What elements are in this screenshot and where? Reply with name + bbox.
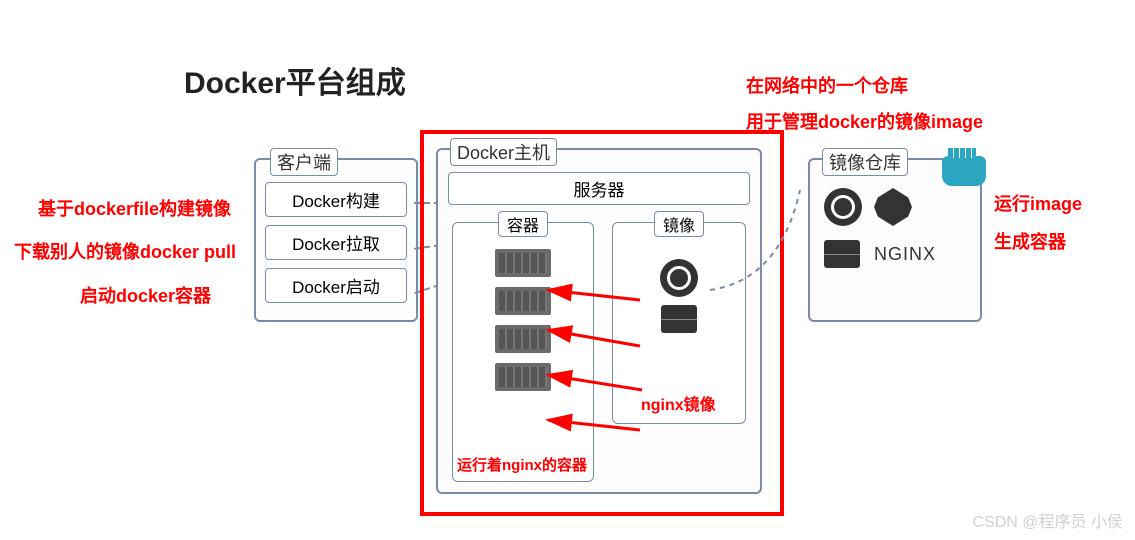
containers-label: 容器 [498, 211, 548, 237]
anno-repo-line2: 用于管理docker的镜像image [746, 108, 983, 134]
anno-nginx-container: 运行着nginx的容器 [457, 454, 587, 475]
containers-box: 容器 运行着nginx的容器 [452, 222, 594, 482]
client-item-build: Docker构建 [265, 182, 407, 217]
anno-run-image-1: 运行image [994, 190, 1082, 216]
anno-client-pull: 下载别人的镜像docker pull [14, 238, 236, 264]
nginx-text: NGINX [874, 244, 936, 265]
ubuntu-icon [660, 259, 698, 297]
container-icon [495, 325, 551, 353]
registry-box: 镜像仓库 NGINX [808, 158, 982, 322]
page-title: Docker平台组成 [184, 58, 406, 102]
dashed-curve [700, 170, 820, 310]
anno-client-build: 基于dockerfile构建镜像 [38, 195, 231, 221]
client-box: 客户端 Docker构建 Docker拉取 Docker启动 [254, 158, 418, 322]
container-icon [495, 363, 551, 391]
anno-client-run: 启动docker容器 [80, 282, 211, 308]
host-box-label: Docker主机 [450, 138, 557, 166]
registry-box-label: 镜像仓库 [822, 148, 908, 176]
client-box-label: 客户端 [270, 148, 338, 176]
prism-icon [874, 188, 912, 226]
anno-run-image-2: 生成容器 [994, 228, 1066, 254]
image-cube-icon [661, 305, 697, 333]
docker-whale-icon [942, 156, 986, 186]
images-label: 镜像 [654, 211, 704, 237]
container-icon [495, 249, 551, 277]
anno-repo-line1: 在网络中的一个仓库 [746, 72, 908, 98]
image-cube-icon [824, 240, 860, 268]
container-icon [495, 287, 551, 315]
ubuntu-icon [824, 188, 862, 226]
anno-nginx-image: nginx镜像 [641, 391, 716, 415]
client-item-run: Docker启动 [265, 268, 407, 303]
client-item-pull: Docker拉取 [265, 225, 407, 260]
watermark: CSDN @程序员 小侯 [973, 508, 1123, 532]
